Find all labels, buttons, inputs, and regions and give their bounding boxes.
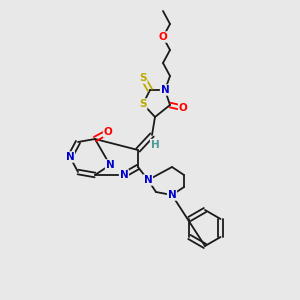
Text: N: N [168, 190, 176, 200]
Text: N: N [106, 160, 114, 170]
Text: N: N [144, 175, 152, 185]
Text: H: H [151, 140, 159, 149]
Text: N: N [66, 152, 74, 162]
Text: S: S [139, 73, 147, 83]
Text: O: O [159, 32, 167, 42]
Text: N: N [160, 85, 169, 95]
Text: O: O [178, 103, 188, 113]
Text: O: O [103, 127, 112, 137]
Text: S: S [139, 99, 147, 109]
Text: N: N [120, 170, 128, 180]
